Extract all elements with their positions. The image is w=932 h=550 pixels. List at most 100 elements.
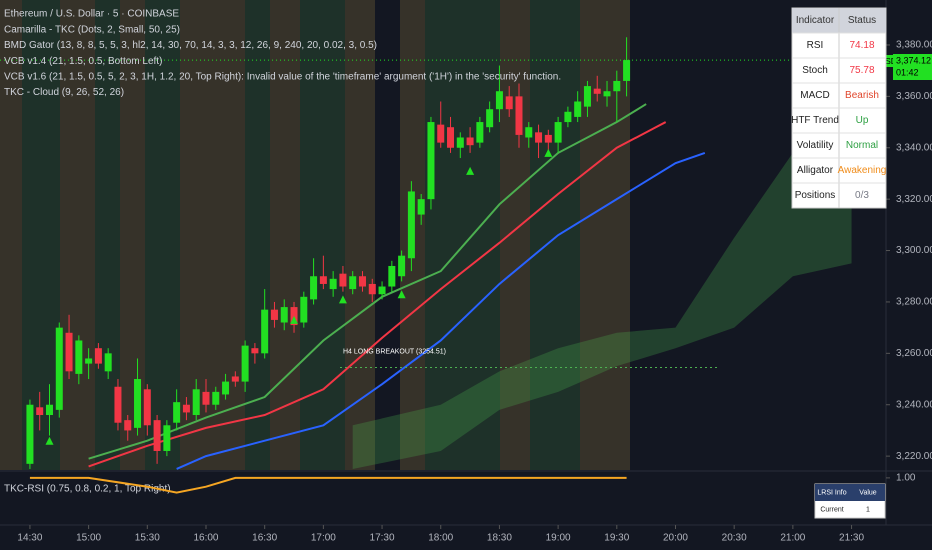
table-cell: Alligator <box>797 165 834 176</box>
session-band <box>22 0 60 470</box>
plot: H4 LONG BREAKOUT (3254.51) <box>0 37 886 470</box>
table-header: LRSI Info <box>817 489 846 496</box>
table-header: Indicator <box>796 15 835 26</box>
y-tick-label: 3,260.00 <box>896 348 932 359</box>
x-tick-label: 18:30 <box>487 533 512 544</box>
x-tick-label: 14:30 <box>17 533 42 544</box>
candle-body <box>388 265 396 287</box>
session-band <box>245 0 270 470</box>
candle-body <box>75 340 83 374</box>
x-tick-label: 17:30 <box>370 533 395 544</box>
table-header: Status <box>848 15 876 26</box>
candle-body <box>456 137 464 148</box>
candle-body <box>202 391 210 405</box>
x-tick-label: 19:00 <box>546 533 571 544</box>
candle-body <box>212 391 220 405</box>
indicator-label: BMD Gator (13, 8, 8, 5, 5, 3, hl2, 14, 3… <box>4 40 377 51</box>
x-tick-label: 21:30 <box>839 533 864 544</box>
table-status: Bearish <box>845 90 879 101</box>
candle-body <box>515 96 523 135</box>
candle-body <box>300 296 308 323</box>
candle-body <box>182 404 190 413</box>
y-tick-label: 3,340.00 <box>896 142 932 153</box>
x-tick-label: 15:00 <box>76 533 101 544</box>
session-band <box>145 0 180 470</box>
candle-body <box>358 276 366 287</box>
candle-body <box>280 307 288 323</box>
buy-signal <box>338 295 347 304</box>
buy-signal <box>45 436 54 445</box>
candle-body <box>270 309 278 320</box>
session-band <box>0 0 22 470</box>
session-band <box>530 0 580 470</box>
candle-body <box>45 404 53 416</box>
candle-body <box>476 122 484 143</box>
candle-body <box>378 286 386 295</box>
session-band <box>580 0 630 470</box>
candle-body <box>85 358 93 364</box>
candle-body <box>603 91 611 97</box>
lrsi-line <box>29 476 627 494</box>
table-cell: HTF Trend <box>791 115 839 126</box>
table-status: Normal <box>846 140 878 151</box>
indicator-label: VCB v1.4 (21, 1.5, 0.5, Bottom Left) <box>4 56 162 67</box>
y-tick-label: 3,240.00 <box>896 399 932 410</box>
candle-body <box>349 276 357 290</box>
candle-body <box>447 127 455 148</box>
candle-body <box>251 348 259 354</box>
table-header: Value <box>859 489 876 496</box>
table-cell: RSI <box>807 40 824 51</box>
overlay-line <box>88 121 667 468</box>
candle-body <box>222 381 230 395</box>
candle-body <box>36 407 44 416</box>
annotation: H4 LONG BREAKOUT (3254.51) <box>343 348 446 355</box>
x-tick-label: 16:00 <box>193 533 218 544</box>
session-band <box>500 0 530 470</box>
candle-body <box>94 348 102 364</box>
candle-body <box>55 327 63 410</box>
x-tick-label: 16:30 <box>252 533 277 544</box>
y-tick-label: 3,300.00 <box>896 245 932 256</box>
candle-body <box>564 111 572 123</box>
candle-body <box>623 60 631 81</box>
candle-body <box>427 122 435 200</box>
candle-body <box>417 199 425 215</box>
table-cell: 1 <box>866 506 870 513</box>
y-tick-label: 3,220.00 <box>896 451 932 462</box>
last-price-tag <box>893 54 932 80</box>
candle-body <box>192 389 200 416</box>
buy-signal <box>544 148 553 157</box>
candle-body <box>339 273 347 287</box>
candle-body <box>26 404 34 464</box>
candle-body <box>505 96 513 110</box>
candle-body <box>583 86 591 107</box>
table-cell: Stoch <box>802 65 828 76</box>
table-cell: MACD <box>800 90 829 101</box>
x-tick-label: 19:30 <box>604 533 629 544</box>
candle-body <box>574 101 582 117</box>
table-status: 74.18 <box>849 40 874 51</box>
table-cell: Positions <box>795 190 836 201</box>
indicator-label: Camarilla - TKC (Dots, 2, Small, 50, 25) <box>4 25 180 36</box>
session-band <box>60 0 95 470</box>
buy-signal <box>466 166 475 175</box>
table-status: 0/3 <box>855 190 869 201</box>
candle-body <box>241 345 249 382</box>
x-tick-label: 15:30 <box>135 533 160 544</box>
buy-signal <box>290 315 299 324</box>
candle-body <box>525 127 533 138</box>
lrsi-tick-label: 1.00 <box>896 473 916 484</box>
session-band <box>180 0 245 470</box>
y-tick-label: 3,280.00 <box>896 297 932 308</box>
candle-body <box>368 283 376 295</box>
y-tick-label: 3,380.00 <box>896 40 932 51</box>
overlay-line <box>176 151 706 470</box>
candle-body <box>486 109 494 128</box>
x-tick-label: 21:00 <box>780 533 805 544</box>
table-cell: Volatility <box>797 140 834 151</box>
candle-body <box>593 88 601 94</box>
table-status: Awakening <box>838 165 887 176</box>
candle-body <box>466 137 474 146</box>
candle-body <box>319 276 327 284</box>
